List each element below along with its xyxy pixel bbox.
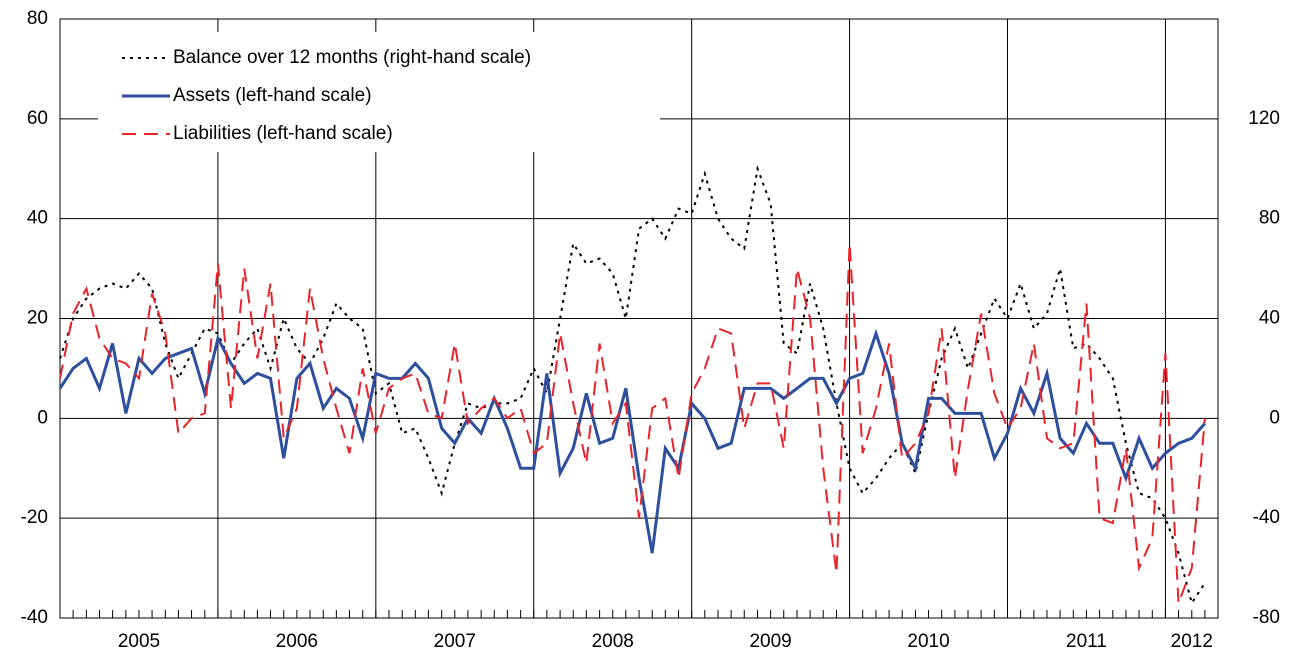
x-tick-label: 2011 <box>1066 631 1107 652</box>
y2-tick-label: -40 <box>1253 507 1280 528</box>
x-tick-label: 2005 <box>118 631 160 652</box>
y2-tick-label: -80 <box>1253 607 1280 628</box>
x-tick-label: 2010 <box>907 631 949 652</box>
y-tick-label: 60 <box>27 108 48 129</box>
y2-tick-label: 80 <box>1259 208 1280 229</box>
x-tick-label: 2006 <box>276 631 318 652</box>
legend-box <box>98 32 660 152</box>
y-tick-label: 40 <box>27 208 48 229</box>
y2-tick-label: 40 <box>1259 308 1280 329</box>
y-tick-label: 80 <box>27 8 48 29</box>
series-line <box>58 328 1207 554</box>
series-line <box>59 164 1206 606</box>
x-tick-label: 2007 <box>434 631 476 652</box>
x-tick-label: 2008 <box>592 631 634 652</box>
y-tick-label: 0 <box>37 407 48 428</box>
series-line <box>59 243 1206 604</box>
legend-label: Assets (left-hand scale) <box>173 85 372 106</box>
y-tick-label: -40 <box>21 607 48 628</box>
x-tick-label: 2009 <box>749 631 791 652</box>
y-tick-label: -20 <box>21 507 48 528</box>
plot-frame <box>59 18 1219 619</box>
x-tick-label: 2012 <box>1171 631 1213 652</box>
y2-tick-label: 120 <box>1248 108 1280 129</box>
y2-tick-label: 0 <box>1269 407 1280 428</box>
legend-label: Liabilities (left-hand scale) <box>173 123 393 144</box>
y-tick-label: 20 <box>27 308 48 329</box>
legend-label: Balance over 12 months (right-hand scale… <box>173 47 531 68</box>
